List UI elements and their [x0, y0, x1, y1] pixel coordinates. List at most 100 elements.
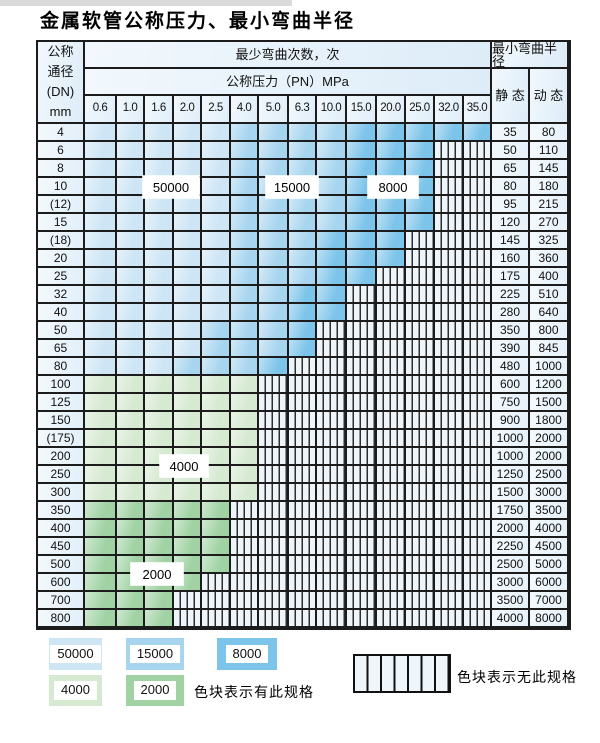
spec-cell	[435, 304, 464, 322]
spec-cell	[464, 214, 492, 232]
spec-cell	[202, 610, 231, 628]
pressure-column-header: 10.0	[317, 96, 347, 124]
spec-cell	[435, 610, 464, 628]
spec-cell	[347, 142, 377, 160]
spec-cell	[435, 574, 464, 592]
spec-cell	[317, 286, 347, 304]
static-value-cell: 65	[492, 160, 530, 178]
spec-cell	[174, 376, 202, 394]
pressure-column-header: 2.0	[174, 96, 202, 124]
spec-cell	[117, 484, 145, 502]
spec-cell	[289, 376, 317, 394]
spec-cell	[145, 214, 174, 232]
spec-cell	[259, 574, 289, 592]
spec-cell	[117, 448, 145, 466]
spec-cell	[174, 232, 202, 250]
spec-cell	[377, 232, 406, 250]
spec-cell	[406, 484, 435, 502]
spec-cell	[202, 592, 231, 610]
static-value-cell: 225	[492, 286, 530, 304]
legend-has-spec-text: 色块表示有此规格	[194, 684, 314, 700]
spec-cell	[231, 538, 259, 556]
spec-cell	[317, 304, 347, 322]
spec-cell	[85, 412, 117, 430]
spec-cell	[117, 124, 145, 142]
spec-cell	[377, 556, 406, 574]
static-value-cell: 390	[492, 340, 530, 358]
spec-cell	[85, 196, 117, 214]
spec-cell	[202, 196, 231, 214]
spec-cell	[347, 394, 377, 412]
page-title: 金属软管公称压力、最小弯曲半径	[40, 10, 356, 32]
spec-cell	[464, 412, 492, 430]
spec-cell	[174, 124, 202, 142]
spec-cell	[435, 394, 464, 412]
spec-cell	[377, 142, 406, 160]
spec-cell	[464, 196, 492, 214]
spec-cell	[174, 484, 202, 502]
spec-cell	[464, 340, 492, 358]
table-grid: 公称 通径 (DN) mm 最少弯曲次数，次 最小弯曲半径 公称压力（PN）MP…	[36, 40, 571, 630]
spec-cell	[289, 538, 317, 556]
spec-cell	[289, 322, 317, 340]
spec-cell	[435, 340, 464, 358]
spec-cell	[85, 340, 117, 358]
spec-cell	[231, 358, 259, 376]
spec-cell	[347, 340, 377, 358]
spec-cell	[347, 196, 377, 214]
spec-cell	[406, 160, 435, 178]
spec-cell	[231, 484, 259, 502]
dynamic-value-cell: 80	[530, 124, 569, 142]
spec-cell	[464, 304, 492, 322]
dynamic-value-cell: 6000	[530, 574, 569, 592]
spec-cell	[145, 592, 174, 610]
spec-cell	[406, 250, 435, 268]
pressure-column-header: 5.0	[259, 96, 289, 124]
spec-cell	[406, 610, 435, 628]
spec-cell	[377, 304, 406, 322]
dn-cell: 250	[38, 466, 85, 484]
dn-cell: 20	[38, 250, 85, 268]
spec-cell	[317, 574, 347, 592]
spec-cell	[464, 376, 492, 394]
spec-cell	[259, 592, 289, 610]
spec-cell	[202, 502, 231, 520]
spec-cell	[377, 268, 406, 286]
spec-cell	[406, 268, 435, 286]
spec-cell	[317, 538, 347, 556]
spec-cell	[85, 250, 117, 268]
dynamic-value-cell: 800	[530, 322, 569, 340]
spec-cell	[377, 502, 406, 520]
spec-cell	[117, 196, 145, 214]
spec-cell	[85, 178, 117, 196]
spec-cell	[347, 376, 377, 394]
legend-swatch-50000: 50000	[49, 638, 102, 670]
spec-cell	[464, 502, 492, 520]
spec-cell	[174, 520, 202, 538]
spec-cell	[317, 394, 347, 412]
spec-cell	[174, 142, 202, 160]
spec-cell	[231, 556, 259, 574]
spec-cell	[435, 502, 464, 520]
spec-cell	[347, 520, 377, 538]
min-bend-radius-header: 最小弯曲半径	[492, 42, 569, 69]
spec-cell	[289, 142, 317, 160]
static-value-cell: 1000	[492, 430, 530, 448]
spec-cell	[377, 286, 406, 304]
spec-cell	[435, 268, 464, 286]
spec-cell	[117, 412, 145, 430]
spec-cell	[289, 556, 317, 574]
spec-cell	[174, 430, 202, 448]
spec-cell	[435, 322, 464, 340]
spec-cell	[174, 250, 202, 268]
dn-cell: 80	[38, 358, 85, 376]
static-value-cell: 160	[492, 250, 530, 268]
spec-cell	[435, 430, 464, 448]
pressure-column-header: 20.0	[377, 96, 406, 124]
spec-cell	[85, 304, 117, 322]
spec-cell	[202, 142, 231, 160]
static-value-cell: 350	[492, 322, 530, 340]
pressure-column-header: 1.0	[117, 96, 145, 124]
legend-no-spec-swatch	[353, 654, 451, 693]
spec-cell	[435, 412, 464, 430]
